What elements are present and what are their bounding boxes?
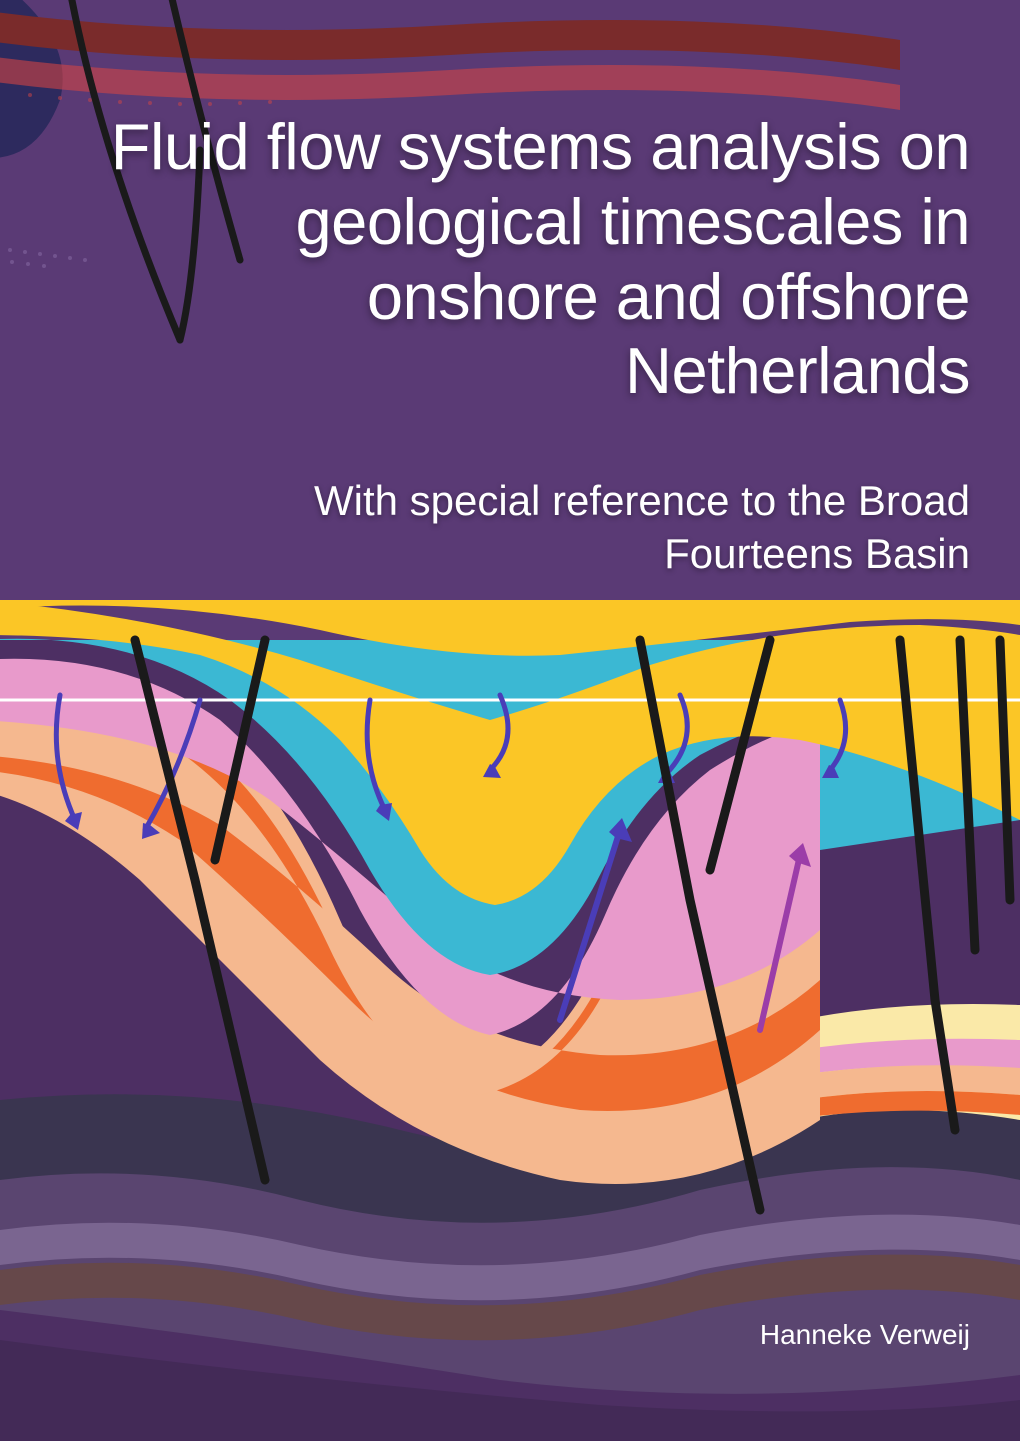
cover-author: Hanneke Verweij bbox=[570, 1319, 970, 1351]
cover-title: Fluid flow systems analysis on geologica… bbox=[50, 110, 970, 409]
cover-subtitle: With special reference to the Broad Four… bbox=[270, 475, 970, 580]
book-cover: Fluid flow systems analysis on geologica… bbox=[0, 0, 1020, 1441]
